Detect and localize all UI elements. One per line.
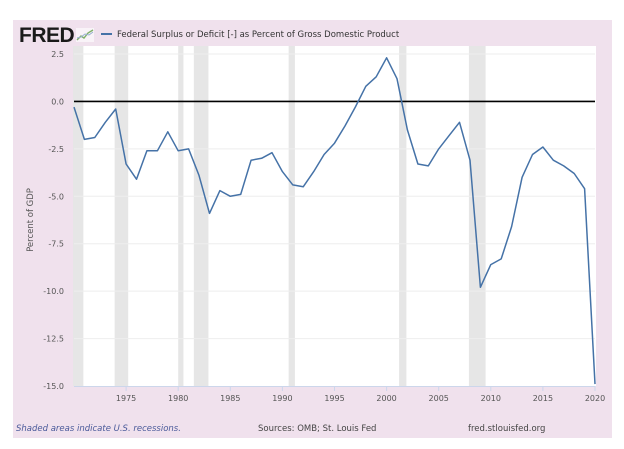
x-tick-label: 1975 <box>116 394 136 403</box>
trend-chart-icon <box>76 28 94 42</box>
y-tick-label: -10.0 <box>43 287 64 296</box>
recession-band <box>399 46 407 386</box>
recession-band <box>193 46 209 386</box>
x-tick-label: 2000 <box>376 394 396 403</box>
y-tick-label: -2.5 <box>48 145 64 154</box>
x-tick-label: 2020 <box>585 394 605 403</box>
site-link[interactable]: fred.stlouisfed.org <box>468 424 546 434</box>
plot-area <box>73 46 596 386</box>
recession-band <box>288 46 295 386</box>
gridlines <box>74 53 595 340</box>
x-tick-label: 2010 <box>481 394 501 403</box>
recession-band <box>178 46 184 386</box>
y-tick-label: -5.0 <box>48 192 64 201</box>
recession-band <box>73 46 84 386</box>
y-axis-title: Percent of GDP <box>26 188 36 252</box>
source-text: Sources: OMB; St. Louis Fed <box>258 424 377 434</box>
recession-band <box>114 46 129 386</box>
series-line[interactable] <box>73 57 596 385</box>
x-tick-label: 1990 <box>272 394 292 403</box>
y-tick-label: 0.0 <box>51 97 64 106</box>
recession-note: Shaded areas indicate U.S. recessions. <box>16 424 181 434</box>
y-tick-label: 2.5 <box>51 50 64 59</box>
data-points <box>73 57 596 385</box>
y-tick-label: -7.5 <box>48 240 64 249</box>
x-tick-label: 1995 <box>324 394 344 403</box>
fred-logo[interactable]: FRED <box>19 24 75 47</box>
x-axis: 1975 1980 1985 1990 1995 2000 2005 2010 2015 2020 <box>116 386 605 403</box>
x-tick-label: 1985 <box>220 394 240 403</box>
x-tick-label: 1980 <box>168 394 188 403</box>
legend[interactable]: Federal Surplus or Deficit [-] as Percen… <box>101 30 399 40</box>
legend-swatch <box>101 32 112 35</box>
legend-label: Federal Surplus or Deficit [-] as Percen… <box>117 30 400 40</box>
y-axis: 2.5 0.0 -2.5 -5.0 -7.5 -10.0 -12.5 -15.0 <box>43 50 64 391</box>
recession-shading <box>73 46 486 386</box>
chart-footer: Shaded areas indicate U.S. recessions. S… <box>13 420 612 438</box>
y-tick-label: -15.0 <box>43 382 64 391</box>
chart-header: FRED Federal Surplus or Deficit [-] as P… <box>13 20 612 52</box>
x-tick-label: 2005 <box>429 394 449 403</box>
x-tick-label: 2015 <box>533 394 553 403</box>
recession-band <box>468 46 486 386</box>
y-tick-label: -12.5 <box>43 335 64 344</box>
